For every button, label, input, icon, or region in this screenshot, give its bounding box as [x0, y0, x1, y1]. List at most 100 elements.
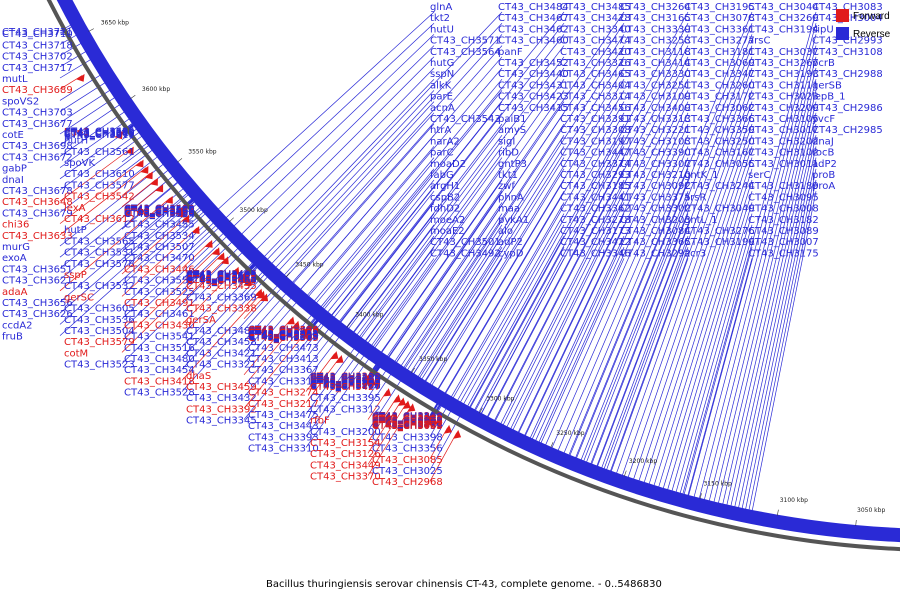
- gene-label: CT43_CH3277: [684, 36, 755, 47]
- gene-label: proB: [812, 170, 835, 181]
- gene-leader-line: [121, 146, 158, 174]
- backbone-axis: [46, 0, 900, 551]
- gene-leader-line: [720, 101, 817, 511]
- gene-label: CT43_CH3410: [310, 375, 381, 386]
- gene-label: CT43_CH3085: [372, 455, 443, 466]
- gene-label: CT43_CH3042: [372, 420, 443, 431]
- gene-leader-line: [454, 213, 565, 407]
- gene-label: CT43_CH3612: [64, 214, 135, 225]
- gene-label: CT43_CH3472: [186, 274, 257, 285]
- gene-label: CT43_CH3541: [124, 332, 195, 343]
- gene-label: CT43_CH3118: [620, 47, 691, 58]
- gene-label: CT43_CH3486: [124, 208, 195, 219]
- gene-label: CT43_CH3307: [620, 159, 691, 170]
- gene-label: spoVS2: [2, 96, 39, 107]
- gene-label: gntK_1: [684, 170, 719, 181]
- gene-label: CT43_CH3679: [2, 208, 73, 219]
- gene-label: glnA: [430, 2, 452, 13]
- gene-label: moeA2: [430, 215, 465, 226]
- gene-label: CT43_CH3216: [372, 415, 443, 426]
- gene-leader-line: [415, 247, 503, 384]
- legend-forward-label: Forward: [853, 11, 890, 22]
- gene-label: chi36: [2, 220, 29, 231]
- gene-label: CT43_CH3202: [748, 136, 819, 147]
- gene-leader-line: [483, 34, 689, 423]
- gene-label: CT43_CH3310: [248, 444, 319, 455]
- gene-label: CT43_CH3311: [310, 379, 381, 390]
- gene-label: CT43_CH3220: [372, 419, 443, 430]
- gene-label: maa: [498, 204, 520, 215]
- gene-label: CT43_CH3290: [372, 414, 443, 425]
- gene-label: CT43_CH2988: [812, 69, 883, 80]
- gene-label: CT43_CH3564: [430, 47, 501, 58]
- gene-leader-line: [572, 179, 689, 464]
- gene-label: dhaS: [186, 371, 211, 382]
- scale-tick-label: 3550 kbp: [188, 148, 216, 155]
- gene-label: CT43_CH3185: [560, 181, 631, 192]
- gene-leader-line: [673, 224, 753, 499]
- gene-label: CT43_CH3103: [620, 136, 691, 147]
- gene-label: CT43_CH3017: [748, 125, 819, 136]
- gene-label: CT43_CH3251: [620, 80, 691, 91]
- gene-leader-line: [401, 34, 625, 374]
- gene-leader-line: [601, 67, 753, 475]
- gene-label: CT43_CH3126: [310, 449, 381, 460]
- gene-leader-line: [414, 146, 565, 383]
- gene-leader-line: [460, 224, 565, 410]
- gene-leader-line: [181, 220, 221, 258]
- gene-label: exoA: [2, 253, 27, 264]
- gene-leader-line: [244, 56, 435, 247]
- gene-label: CT43_CH3523: [64, 360, 135, 371]
- gene-leader-line: [692, 34, 817, 504]
- gene-label: gntP3: [498, 159, 527, 170]
- gene-leader-line: [392, 23, 625, 368]
- gene-leader-line: [252, 67, 435, 255]
- scale-tick-mark: [550, 441, 554, 448]
- gene-label: CT43_CH3430: [124, 320, 195, 331]
- gene-leader-line: [555, 146, 689, 457]
- gene-label: tkt2: [430, 13, 450, 24]
- gene-label: CT43_CH3605: [64, 304, 135, 315]
- scale-tick-mark: [411, 367, 415, 374]
- gene-label: gerSA: [186, 315, 216, 326]
- gene-leader-line: [367, 399, 403, 454]
- gene-leader-line: [181, 292, 263, 381]
- scale-tick-mark: [699, 493, 702, 500]
- gene-label: CT43_CH3238: [310, 380, 381, 391]
- gene-label: pykA1: [498, 215, 529, 226]
- scale-tick-mark: [285, 272, 291, 278]
- forward-gene-arrow: [231, 266, 240, 275]
- gene-leader-line: [712, 79, 817, 509]
- gene-label: CT43_CH3281: [310, 376, 381, 387]
- gene-label: CT43_CH3276: [684, 226, 755, 237]
- gene-leader-line: [733, 135, 817, 514]
- gene-leader-line: [59, 79, 111, 112]
- gene-label: CT43_CH3322: [310, 376, 381, 387]
- gene-label: fdhD2: [430, 204, 460, 215]
- gene-label: CT43_CH3173: [560, 226, 631, 237]
- gene-label: CT43_CH3177: [310, 374, 381, 385]
- forward-gene-arrow: [286, 316, 295, 325]
- gene-label: argH1: [430, 181, 460, 192]
- gene-label: CT43_CH3007: [748, 237, 819, 248]
- gene-leader-line: [434, 79, 625, 395]
- gene-label: yvcF: [812, 114, 835, 125]
- gene-label: CT43_CH3011: [748, 159, 819, 170]
- gene-label: CT43_CH3452: [498, 58, 569, 69]
- gene-leader-line: [522, 90, 689, 442]
- gene-label: CT43_CH3487: [186, 272, 257, 283]
- gene-label: CT43_CH3501: [430, 237, 501, 248]
- gene-label: alkK: [430, 80, 452, 91]
- scale-tick-label: 3450 kbp: [295, 262, 323, 269]
- gene-label: CT43_CH3643: [64, 128, 135, 139]
- gene-leader-line: [426, 67, 625, 390]
- forward-gene-arrow: [216, 252, 225, 261]
- gene-leader-line: [428, 168, 565, 391]
- scale-tick-label: 3400 kbp: [355, 311, 383, 318]
- gene-leader-line: [625, 112, 753, 484]
- gene-label: CT43_CH3199: [684, 237, 755, 248]
- gene-leader-line: [367, 405, 412, 476]
- gene-leader-line: [327, 22, 565, 321]
- gene-leader-line: [121, 186, 162, 219]
